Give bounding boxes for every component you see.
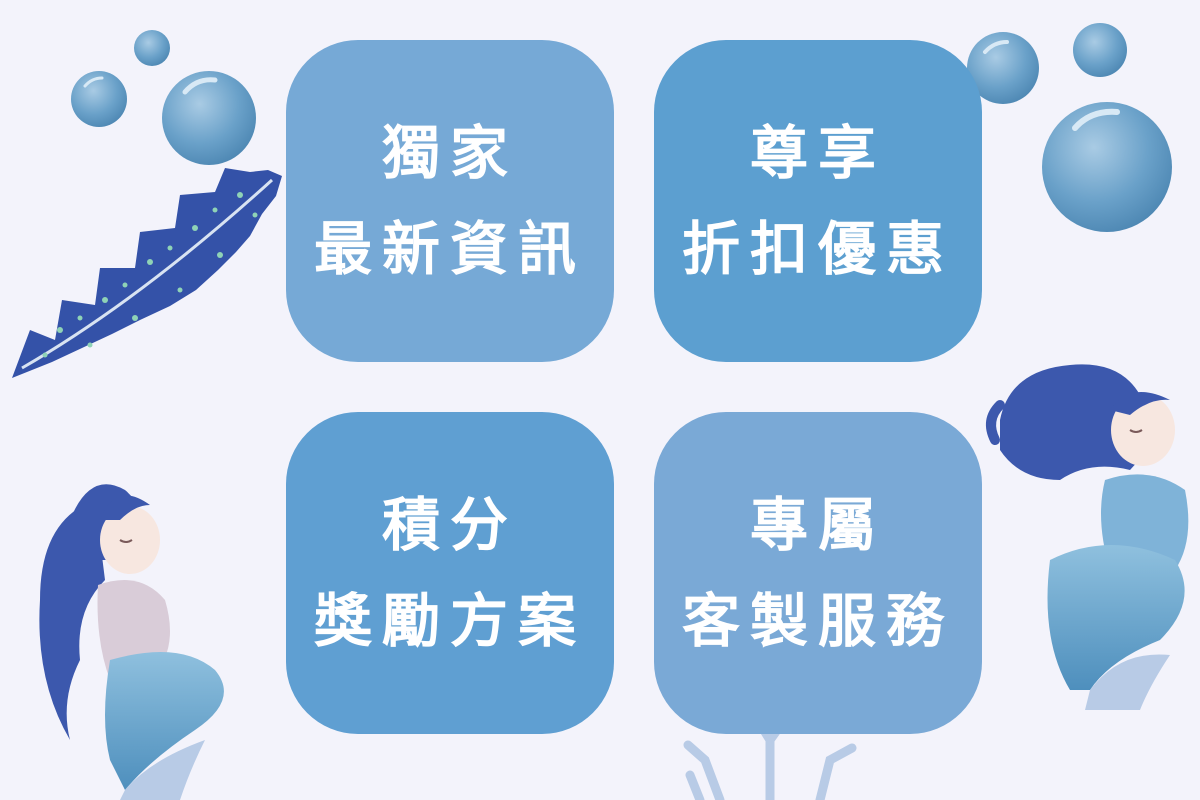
- tile-subtitle: 折扣優惠: [681, 215, 954, 283]
- bubble-icon: [134, 30, 170, 66]
- tile-points-rewards[interactable]: 積分 獎勵方案: [286, 412, 614, 734]
- tile-exclusive-news[interactable]: 獨家 最新資訊: [286, 40, 614, 362]
- bubble-icon: [1042, 102, 1172, 232]
- bubbles-left: [71, 30, 256, 165]
- tile-title: 積分: [381, 491, 518, 559]
- tile-subtitle: 最新資訊: [313, 215, 586, 283]
- tile-subtitle: 客製服務: [681, 587, 954, 655]
- tile-subtitle: 獎勵方案: [313, 587, 586, 655]
- mermaid-right-illustration: [986, 364, 1189, 710]
- bubble-icon: [1073, 23, 1127, 77]
- seaweed-icon: [12, 168, 282, 378]
- mermaid-left-illustration: [39, 484, 224, 800]
- bubble-icon: [162, 71, 256, 165]
- tile-custom-service[interactable]: 專屬 客製服務: [654, 412, 982, 734]
- tile-title: 專屬: [749, 491, 886, 559]
- bubbles-right: [967, 23, 1172, 232]
- tile-title: 尊享: [749, 119, 886, 187]
- tile-title: 獨家: [381, 119, 518, 187]
- tile-exclusive-discount[interactable]: 尊享 折扣優惠: [654, 40, 982, 362]
